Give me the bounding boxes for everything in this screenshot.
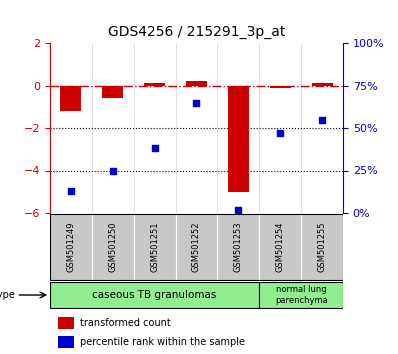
Bar [58, 336, 74, 348]
Text: cell type: cell type [0, 290, 14, 300]
Text: GSM501250: GSM501250 [108, 222, 117, 272]
Point [319, 117, 325, 122]
Bar [270, 86, 291, 88]
Text: GSM501254: GSM501254 [276, 222, 285, 272]
Text: caseous TB granulomas: caseous TB granulomas [92, 290, 217, 300]
Bar [186, 81, 207, 86]
Point [193, 100, 200, 105]
Text: GSM501253: GSM501253 [234, 222, 243, 272]
Bar [134, 215, 176, 280]
Title: GDS4256 / 215291_3p_at: GDS4256 / 215291_3p_at [108, 25, 285, 39]
Bar [217, 215, 259, 280]
Point [277, 130, 283, 136]
Text: normal lung
parenchyma: normal lung parenchyma [275, 285, 328, 305]
Bar [259, 215, 301, 280]
Text: GSM501251: GSM501251 [150, 222, 159, 272]
Point [109, 168, 116, 173]
Bar [58, 317, 74, 329]
Text: transformed count: transformed count [80, 318, 171, 328]
Text: GSM501252: GSM501252 [192, 222, 201, 272]
Bar [312, 84, 333, 86]
Bar [102, 86, 123, 98]
Bar [259, 281, 343, 308]
Bar [92, 215, 134, 280]
Point [152, 145, 158, 151]
Point [235, 207, 242, 212]
Text: percentile rank within the sample: percentile rank within the sample [80, 337, 245, 347]
Bar [60, 86, 82, 111]
Bar [50, 215, 92, 280]
Text: GSM501255: GSM501255 [318, 222, 327, 272]
Bar [144, 84, 165, 86]
Bar [228, 86, 249, 192]
Text: GSM501249: GSM501249 [66, 222, 76, 272]
Bar [50, 281, 259, 308]
Point [68, 188, 74, 194]
Bar [176, 215, 217, 280]
Bar [301, 215, 343, 280]
